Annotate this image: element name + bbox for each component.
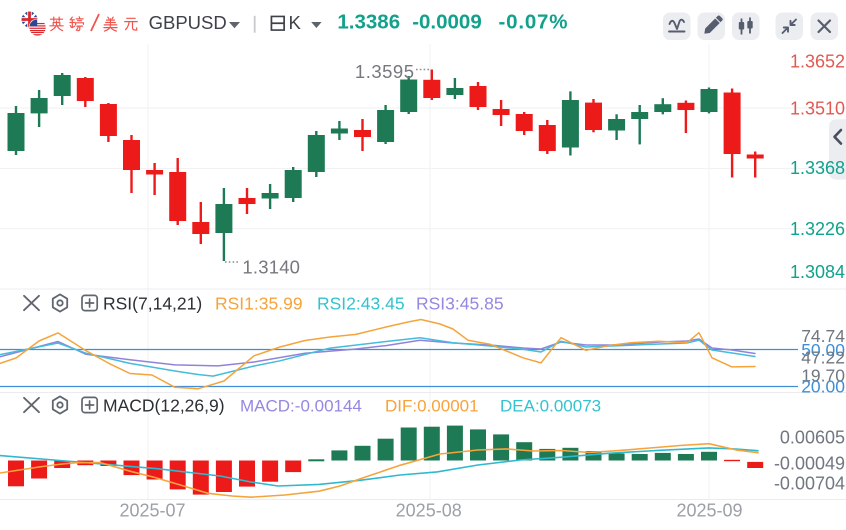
svg-text:1.3226: 1.3226 (790, 219, 845, 239)
svg-text:1.3652: 1.3652 (790, 51, 845, 71)
svg-text:RSI3:45.85: RSI3:45.85 (416, 293, 504, 313)
svg-text:1.3368: 1.3368 (790, 158, 845, 178)
svg-text:1.3510: 1.3510 (790, 98, 845, 118)
svg-text:-0.07%: -0.07% (499, 10, 569, 33)
svg-text:1.3595: 1.3595 (355, 61, 415, 82)
svg-text:0.00605: 0.00605 (780, 428, 845, 448)
svg-text:74.74: 74.74 (801, 326, 845, 346)
svg-text:50.00: 50.00 (801, 340, 845, 360)
svg-text:MACD:-0.00144: MACD:-0.00144 (240, 397, 362, 416)
svg-text:RSI2:43.45: RSI2:43.45 (317, 293, 405, 313)
svg-text:20.00: 20.00 (801, 376, 845, 396)
svg-text:1.3386: 1.3386 (337, 10, 400, 33)
svg-text:19.70: 19.70 (801, 365, 845, 385)
svg-text:DEA:0.00073: DEA:0.00073 (500, 397, 601, 416)
svg-text:RSI(7,14,21): RSI(7,14,21) (103, 293, 202, 313)
svg-text:K: K (289, 12, 302, 33)
svg-text:MACD(12,26,9): MACD(12,26,9) (103, 396, 225, 416)
svg-text:1.3084: 1.3084 (790, 262, 845, 282)
svg-text:2025-08: 2025-08 (396, 500, 462, 520)
svg-text:-0.00704: -0.00704 (774, 473, 845, 493)
svg-text:2025-09: 2025-09 (676, 500, 742, 520)
svg-text:-0.0009: -0.0009 (412, 10, 482, 33)
svg-text:47.22: 47.22 (801, 347, 845, 367)
svg-text:1.3140: 1.3140 (242, 256, 300, 277)
svg-text:-0.00049: -0.00049 (774, 454, 845, 474)
svg-text:DIF:0.00001: DIF:0.00001 (385, 397, 479, 416)
svg-text:2025-07: 2025-07 (119, 500, 185, 520)
svg-text:GBPUSD: GBPUSD (149, 12, 227, 33)
svg-text:RSI1:35.99: RSI1:35.99 (215, 293, 303, 313)
